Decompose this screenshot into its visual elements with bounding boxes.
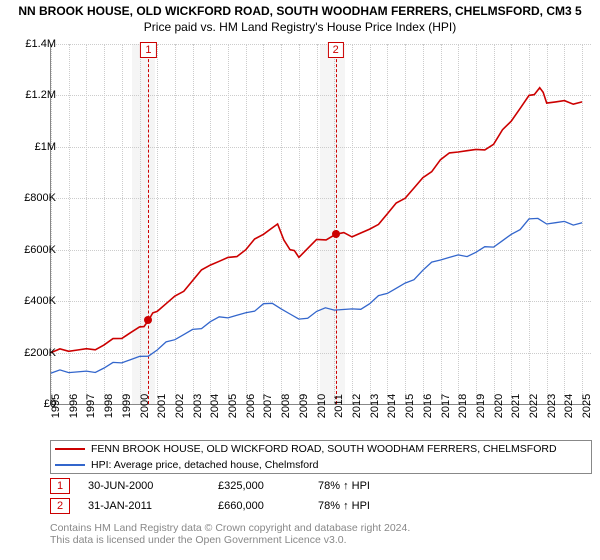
x-axis-label: 2002 [174, 394, 186, 418]
series-hpi [51, 218, 582, 373]
x-axis-label: 1998 [103, 394, 115, 418]
y-axis-label: £1.4M [25, 38, 56, 50]
x-axis-label: 2016 [422, 394, 434, 418]
x-axis-label: 2005 [227, 394, 239, 418]
x-axis-label: 2015 [404, 394, 416, 418]
marker-table-hpi: 78% ↑ HPI [318, 500, 418, 512]
legend-label: FENN BROOK HOUSE, OLD WICKFORD ROAD, SOU… [91, 443, 557, 455]
attribution-text: Contains HM Land Registry data © Crown c… [50, 522, 410, 546]
legend-row: FENN BROOK HOUSE, OLD WICKFORD ROAD, SOU… [51, 441, 591, 457]
marker-table-date: 30-JUN-2000 [88, 480, 218, 492]
chart-title: NN BROOK HOUSE, OLD WICKFORD ROAD, SOUTH… [0, 0, 600, 18]
legend-swatch [55, 464, 85, 466]
x-axis-label: 1999 [121, 394, 133, 418]
legend-label: HPI: Average price, detached house, Chel… [91, 459, 318, 471]
x-axis-label: 2024 [563, 394, 575, 418]
y-axis-label: £600K [24, 244, 56, 256]
x-axis-label: 2021 [510, 394, 522, 418]
y-axis-label: £200K [24, 347, 56, 359]
x-axis-label: 1996 [68, 394, 80, 418]
x-axis-label: 2013 [369, 394, 381, 418]
marker-table-price: £660,000 [218, 500, 318, 512]
marker-table-index: 1 [50, 478, 70, 494]
x-axis-label: 2003 [192, 394, 204, 418]
x-axis-label: 2006 [245, 394, 257, 418]
line-series-svg [51, 44, 591, 404]
marker-table-row: 2 31-JAN-2011£660,00078% ↑ HPI [50, 498, 418, 514]
x-axis-label: 2004 [209, 394, 221, 418]
x-axis-label: 2001 [156, 394, 168, 418]
x-axis-label: 2008 [280, 394, 292, 418]
chart-plot-area: 12 [50, 44, 591, 405]
x-axis-label: 2022 [528, 394, 540, 418]
marker-table-date: 31-JAN-2011 [88, 500, 218, 512]
x-axis-label: 2017 [440, 394, 452, 418]
marker-table: 1 30-JUN-2000£325,00078% ↑ HPI 2 31-JAN-201… [50, 478, 418, 518]
marker-table-hpi: 78% ↑ HPI [318, 480, 418, 492]
y-axis-label: £400K [24, 295, 56, 307]
x-axis-label: 2023 [546, 394, 558, 418]
attribution-line2: This data is licensed under the Open Gov… [50, 534, 410, 546]
x-axis-label: 2012 [351, 394, 363, 418]
x-axis-label: 2009 [298, 394, 310, 418]
x-axis-label: 2000 [139, 394, 151, 418]
y-axis-label: £800K [24, 192, 56, 204]
x-axis-label: 2010 [316, 394, 328, 418]
marker-table-index: 2 [50, 498, 70, 514]
legend-box: FENN BROOK HOUSE, OLD WICKFORD ROAD, SOU… [50, 440, 592, 474]
x-axis-label: 2014 [386, 394, 398, 418]
x-axis-label: 2025 [581, 394, 593, 418]
x-axis-label: 2019 [475, 394, 487, 418]
legend-swatch [55, 448, 85, 450]
marker-table-row: 1 30-JUN-2000£325,00078% ↑ HPI [50, 478, 418, 494]
marker-table-price: £325,000 [218, 480, 318, 492]
y-axis-label: £1M [35, 141, 56, 153]
x-axis-label: 1995 [50, 394, 62, 418]
legend-row: HPI: Average price, detached house, Chel… [51, 457, 591, 473]
x-axis-label: 2020 [493, 394, 505, 418]
x-axis-label: 1997 [85, 394, 97, 418]
y-axis-label: £1.2M [25, 89, 56, 101]
x-axis-label: 2011 [333, 394, 345, 418]
attribution-line1: Contains HM Land Registry data © Crown c… [50, 522, 410, 534]
x-axis-label: 2018 [457, 394, 469, 418]
chart-subtitle: Price paid vs. HM Land Registry's House … [0, 18, 600, 34]
x-axis-label: 2007 [262, 394, 274, 418]
series-property [51, 88, 582, 353]
